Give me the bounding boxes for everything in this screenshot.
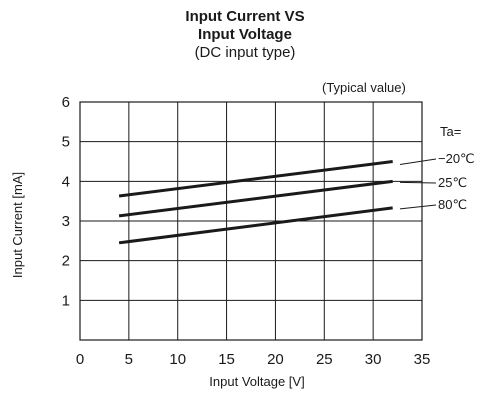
x-tick-labels: 0 5 10 15 20 25 30 35: [76, 351, 431, 368]
x-tick-label: 25: [316, 351, 333, 368]
legend-label: 25℃: [438, 175, 467, 190]
legend-leader-line: [399, 158, 437, 165]
x-tick-label: 20: [267, 351, 284, 368]
x-tick-label: 5: [125, 351, 133, 368]
legend: Ta= −20℃ 25℃ 80℃: [399, 124, 475, 212]
y-tick-label: 4: [62, 173, 70, 190]
series-line: [118, 206, 393, 245]
y-tick-label: 6: [62, 94, 70, 111]
typical-value-note: (Typical value): [322, 80, 406, 95]
legend-label: −20℃: [438, 151, 475, 166]
y-tick-label: 2: [62, 253, 70, 270]
chart-subtitle: (DC input type): [194, 44, 296, 61]
x-tick-label: 15: [218, 351, 235, 368]
series-line: [118, 179, 393, 218]
x-tick-label: 35: [414, 351, 431, 368]
legend-leader-line: [399, 181, 437, 184]
series-group: [118, 160, 393, 245]
y-axis-label: Input Current [mA]: [10, 172, 25, 278]
chart-title-line-1: Input Current VS: [185, 8, 305, 25]
chart-title-line-2: Input Voltage: [198, 26, 292, 43]
legend-leader-line: [399, 204, 437, 210]
legend-title: Ta=: [440, 124, 461, 139]
series-line: [118, 160, 393, 198]
plot-frame: [79, 101, 423, 341]
y-tick-label: 1: [62, 292, 70, 309]
y-tick-labels: 1 2 3 4 5 6: [62, 94, 70, 309]
x-tick-label: 30: [365, 351, 382, 368]
x-tick-label: 10: [169, 351, 186, 368]
x-tick-label: 0: [76, 351, 84, 368]
legend-label: 80℃: [438, 197, 467, 212]
grid: [80, 102, 422, 340]
x-axis-label: Input Voltage [V]: [209, 374, 304, 389]
y-tick-label: 5: [62, 134, 70, 151]
y-tick-label: 3: [62, 213, 70, 230]
